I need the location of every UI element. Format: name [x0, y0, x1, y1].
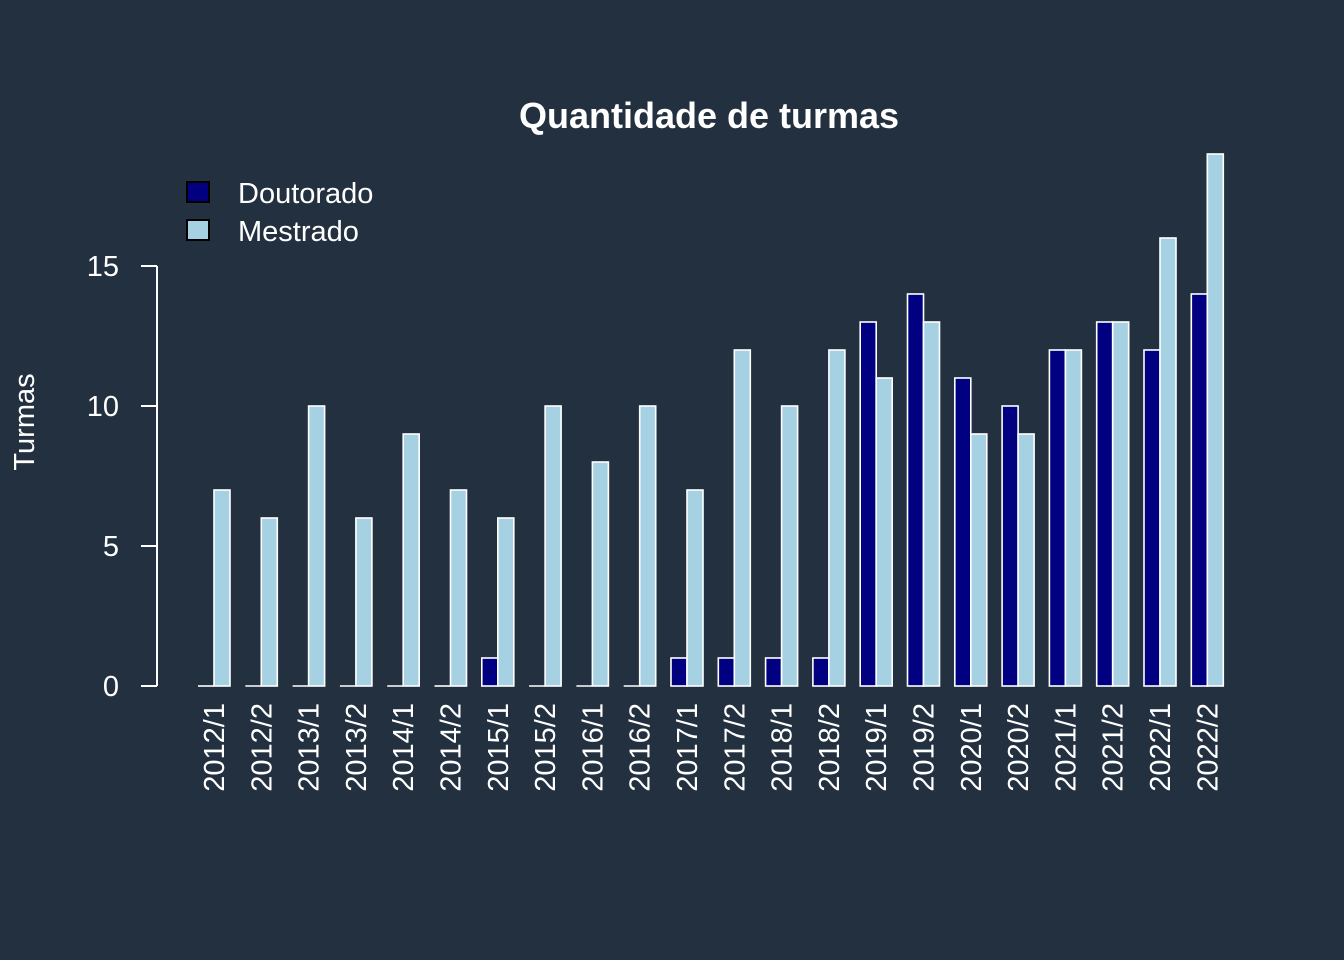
y-axis: 0 5 10 15: [87, 251, 158, 703]
x-tick-label: 2016/1: [577, 703, 609, 792]
bar-doutorado: [953, 377, 972, 687]
bar-mestrado: [780, 405, 799, 687]
y-tick-label: 15: [87, 251, 119, 283]
bar-mestrado: [733, 349, 752, 687]
x-tick-label: 2017/1: [672, 703, 704, 792]
bar-doutorado: [764, 657, 783, 687]
bar-mestrado: [969, 433, 988, 687]
bar-mestrado: [355, 517, 373, 687]
x-tick-label: 2022/1: [1145, 703, 1177, 792]
chart-title: Quantidade de turmas: [519, 95, 899, 136]
bar-mestrado: [1064, 349, 1083, 687]
bars: [198, 153, 1225, 687]
bar-doutorado: [859, 321, 878, 687]
x-tick-label: 2014/2: [436, 703, 468, 792]
y-tick-label: 10: [87, 391, 119, 423]
bar-doutorado: [1095, 321, 1114, 687]
x-tick-label: 2012/1: [199, 703, 231, 792]
x-tick-label: 2020/2: [1003, 703, 1035, 792]
bar-mestrado: [496, 517, 515, 687]
x-tick-label: 2017/2: [719, 703, 751, 792]
y-tick-label: 0: [103, 671, 119, 703]
bar-mestrado: [402, 433, 421, 687]
x-tick-label: 2022/2: [1192, 703, 1224, 792]
bar-mestrado: [875, 377, 894, 687]
y-tick-label: 5: [103, 531, 119, 563]
x-tick-label: 2021/2: [1098, 703, 1130, 792]
bar-mestrado: [260, 517, 279, 687]
legend-swatch-doutorado: [186, 181, 210, 203]
x-tick-label: 2021/1: [1050, 703, 1082, 792]
x-tick-label: 2015/2: [530, 703, 562, 792]
bar-mestrado: [1017, 433, 1035, 687]
bar-doutorado: [1190, 293, 1209, 687]
bar-mestrado: [686, 489, 704, 687]
legend-label-doutorado: Doutorado: [238, 178, 373, 210]
x-tick-label: 2018/1: [767, 703, 799, 792]
bar-mestrado: [449, 489, 468, 687]
bar-mestrado: [1206, 153, 1225, 687]
x-tick-label: 2020/1: [956, 703, 988, 792]
bar-mestrado: [1159, 237, 1177, 687]
bar-mestrado: [307, 405, 326, 687]
x-tick-label: 2012/2: [246, 703, 278, 792]
x-tick-label: 2014/1: [388, 703, 420, 792]
legend-swatch-mestrado: [186, 219, 210, 241]
bar-mestrado: [828, 349, 846, 687]
y-axis-label: Turmas: [9, 373, 41, 470]
bar-mestrado: [213, 489, 231, 687]
x-tick-label: 2019/1: [861, 703, 893, 792]
bar-doutorado: [480, 657, 499, 687]
bar-doutorado: [812, 657, 830, 687]
bar-doutorado: [670, 657, 688, 687]
bar-mestrado: [544, 405, 562, 687]
bar-doutorado: [717, 657, 736, 687]
bar-mestrado: [591, 461, 610, 687]
x-tick-label: 2018/2: [814, 703, 846, 792]
x-tick-label: 2019/2: [909, 703, 941, 792]
bar-doutorado: [906, 293, 925, 687]
legend-label-mestrado: Mestrado: [238, 216, 359, 248]
x-tick-label: 2016/2: [625, 703, 657, 792]
legend: Doutorado Mestrado: [186, 178, 373, 248]
x-tick-label: 2013/1: [294, 703, 326, 792]
x-tick-label: 2015/1: [483, 703, 515, 792]
x-axis-labels: 2012/1 2012/2 2013/1 2013/2 2014/1 2014/2 2015…: [199, 703, 1224, 792]
bar-mestrado: [638, 405, 657, 687]
bar-mestrado: [1111, 321, 1130, 687]
x-tick-label: 2013/2: [341, 703, 373, 792]
bar-mestrado: [922, 321, 941, 687]
bar-doutorado: [1143, 349, 1161, 687]
bar-doutorado: [1048, 349, 1067, 687]
bar-doutorado: [1001, 405, 1019, 687]
